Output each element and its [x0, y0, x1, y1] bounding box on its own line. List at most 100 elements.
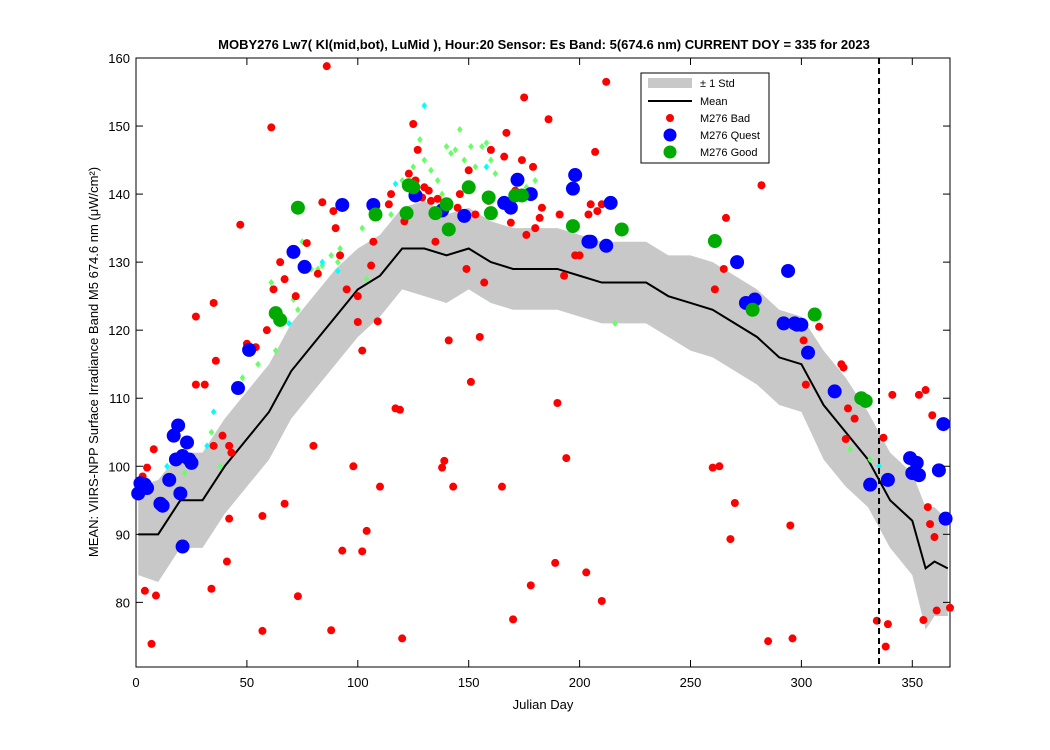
bad-point — [387, 190, 396, 199]
bad-point — [926, 520, 935, 529]
bad-point — [888, 390, 897, 399]
quest-point — [335, 197, 350, 212]
bad-point — [431, 237, 440, 246]
cyan-diamond — [421, 102, 428, 110]
x-tick-label: 250 — [680, 675, 702, 690]
lightgreen-diamond — [847, 445, 853, 453]
y-tick-label: 140 — [108, 187, 130, 202]
bad-point — [553, 398, 562, 407]
bad-point — [719, 264, 728, 273]
bad-point — [923, 503, 932, 512]
legend-quest-marker — [663, 128, 677, 142]
quest-point — [794, 317, 809, 332]
bad-point — [349, 462, 358, 471]
cyan-diamond — [204, 442, 210, 450]
bad-point — [225, 514, 234, 523]
good-point — [406, 180, 421, 195]
bad-point — [358, 346, 367, 355]
bad-point — [930, 533, 939, 542]
good-point — [483, 206, 498, 221]
good-point — [368, 207, 383, 222]
mean-line-layer — [138, 247, 949, 571]
bad-point — [236, 220, 245, 229]
bad-point — [946, 603, 954, 612]
bad-point — [225, 441, 234, 450]
lightgreen-diamond — [612, 319, 618, 327]
bad-point — [143, 463, 152, 472]
y-tick-label: 100 — [108, 459, 130, 474]
quest-point — [503, 200, 518, 215]
bad-point — [293, 592, 302, 601]
bad-point — [449, 482, 458, 491]
quest-point — [938, 511, 953, 526]
lightgreen-diamond — [359, 224, 366, 232]
lightgreen-diamond — [428, 166, 434, 174]
bad-point — [353, 292, 362, 301]
good-point — [807, 307, 822, 322]
good-point — [461, 180, 476, 195]
quest-point — [162, 472, 177, 487]
bad-point — [537, 203, 546, 212]
bad-point — [506, 218, 515, 227]
bad-point — [497, 482, 506, 491]
good-point — [514, 188, 529, 203]
bad-point — [362, 526, 371, 535]
bad-point — [582, 568, 591, 577]
x-axis-label: Julian Day — [513, 697, 574, 712]
bad-point — [921, 386, 930, 395]
bad-point — [191, 380, 200, 389]
chart-title: MOBY276 Lw7( Kl(mid,bot), LuMid ), Hour:… — [218, 37, 870, 52]
y-tick-label: 110 — [109, 391, 130, 406]
bad-point — [367, 261, 376, 270]
quest-point — [171, 418, 186, 433]
bad-point — [788, 634, 797, 643]
bad-point — [262, 326, 271, 335]
lightgreen-diamond — [523, 183, 530, 191]
quest-point — [827, 384, 842, 399]
bad-point — [584, 210, 593, 219]
lightgreen-diamond — [337, 245, 343, 253]
bad-point — [336, 251, 345, 260]
bad-point — [466, 377, 475, 386]
bad-point — [928, 411, 937, 420]
bad-point — [258, 511, 267, 520]
bad-point — [586, 200, 595, 209]
bad-point — [475, 332, 484, 341]
lightgreen-diamond — [363, 275, 370, 283]
bad-point — [438, 463, 447, 472]
bad-point — [801, 380, 810, 389]
bad-point — [318, 198, 327, 207]
quest-point — [155, 498, 170, 513]
bad-point — [258, 626, 267, 635]
quest-point — [242, 342, 257, 357]
lightgreen-diamond — [443, 142, 450, 150]
bad-point — [358, 547, 367, 556]
bad-point — [329, 207, 338, 216]
bad-point — [327, 626, 336, 635]
bad-point — [191, 312, 200, 321]
quest-point — [297, 259, 312, 274]
cyan-diamond — [335, 267, 341, 275]
y-ticks: 80 90 100 110 120 130 140 150 160 — [108, 51, 950, 610]
good-point — [273, 312, 288, 327]
legend-std-label: ± 1 Std — [700, 78, 735, 90]
bad-point — [517, 156, 526, 165]
lightgreen-diamond — [488, 156, 494, 164]
good-point — [290, 200, 305, 215]
bad-point — [313, 269, 322, 278]
good-point — [707, 234, 722, 249]
legend-std-swatch — [648, 78, 692, 88]
bad-point — [331, 224, 340, 233]
bad-point — [850, 414, 859, 423]
bad-point — [211, 356, 220, 365]
bad-point — [200, 380, 209, 389]
bad-point — [280, 499, 289, 508]
good-point — [858, 393, 873, 408]
bad-point — [721, 213, 730, 222]
lightgreen-diamond — [328, 251, 334, 259]
bad-point — [353, 318, 362, 327]
cyan-diamond — [483, 163, 490, 171]
good-point — [614, 222, 629, 237]
lightgreen-diamond — [448, 149, 454, 157]
legend: ± 1 Std Mean M276 Bad M276 Quest M276 Go… — [640, 72, 770, 164]
